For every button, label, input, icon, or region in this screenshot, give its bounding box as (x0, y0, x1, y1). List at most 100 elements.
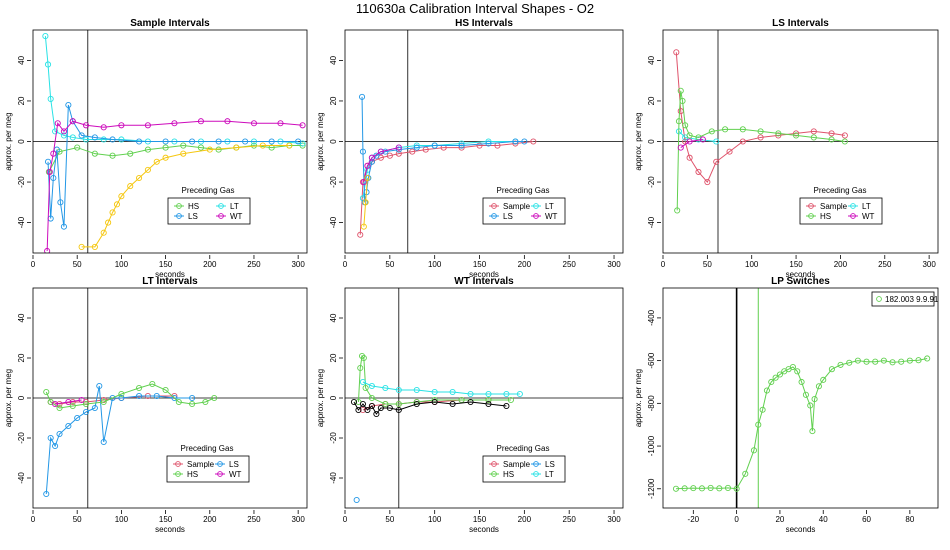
x-tick-label: 200 (834, 260, 848, 269)
data-point (368, 402, 375, 410)
data-point (742, 470, 749, 477)
data-point (189, 138, 196, 145)
legend-swatch-point (217, 471, 223, 477)
chart-panel-wt-intervals: WT Intervals 0 50 100 150 200 250 300 -40 -20 0 20 4… (316, 276, 624, 534)
y-tick-label: 0 (17, 139, 26, 144)
data-point (763, 387, 770, 394)
data-point (136, 174, 143, 182)
legend-title: Preceding Gas (497, 186, 550, 195)
x-tick-label: 0 (31, 515, 36, 524)
data-point (675, 118, 683, 125)
data-point (530, 138, 537, 145)
x-tick-label: 50 (73, 515, 82, 524)
data-point (136, 384, 143, 392)
y-tick-label: 20 (17, 96, 26, 105)
data-point (74, 144, 81, 151)
legend: Preceding Gas HS LT LS WT (167, 186, 251, 225)
legend-box (799, 197, 883, 225)
data-point (467, 398, 474, 406)
data-point (268, 138, 275, 145)
data-point (386, 404, 393, 412)
data-point (65, 422, 72, 430)
data-point (56, 430, 63, 438)
data-point (56, 404, 63, 412)
data-point (360, 354, 367, 362)
y-tick-label: 40 (647, 55, 656, 64)
legend-label-ls: LS (545, 460, 555, 469)
plot-frame (344, 287, 624, 509)
legend-label-hs: HS (187, 470, 198, 479)
series-line (363, 177, 368, 227)
data-point (449, 388, 456, 396)
y-axis-label: approx. per meg (634, 112, 643, 170)
data-point (100, 398, 107, 406)
data-point (698, 485, 706, 492)
x-tick-label: 50 (385, 260, 394, 269)
y-tick-label: -20 (329, 176, 338, 188)
data-point (118, 390, 125, 398)
data-point (677, 144, 684, 151)
data-point (233, 144, 240, 151)
x-tick-label: 250 (878, 260, 892, 269)
x-tick-label: 20 (775, 515, 784, 524)
data-point (503, 402, 510, 410)
panel-title: Sample Intervals (130, 18, 210, 29)
legend: 182.003 9.9.91 (871, 291, 939, 307)
data-point (716, 485, 723, 492)
x-axis-label: seconds (155, 525, 185, 534)
data-point (467, 390, 474, 398)
data-point (118, 122, 125, 129)
legend-label-sample: Sample (187, 460, 215, 469)
legend: Preceding Gas Sample LS HS WT (166, 444, 250, 483)
legend-box (482, 455, 566, 483)
x-tick-label: 200 (518, 515, 532, 524)
data-point (268, 144, 275, 151)
data-point (197, 118, 204, 125)
data-point (674, 207, 681, 214)
data-point (52, 400, 59, 408)
data-point (906, 357, 913, 364)
data-point (189, 400, 196, 408)
series-ls (353, 496, 360, 504)
data-point (100, 124, 107, 131)
data-point (357, 364, 364, 372)
data-point (807, 402, 814, 409)
data-point (368, 394, 375, 402)
data-point (733, 485, 740, 492)
x-axis-label: seconds (155, 270, 185, 279)
x-tick-label: 100 (428, 515, 442, 524)
data-point (681, 485, 688, 492)
data-point (382, 384, 389, 392)
data-point (837, 361, 844, 368)
y-tick-label: 0 (329, 395, 338, 400)
legend-swatch-point (876, 296, 882, 302)
data-point (259, 142, 266, 149)
data-point (350, 398, 358, 406)
y-tick-label: 20 (329, 353, 338, 362)
data-point (65, 101, 72, 109)
data-point (695, 168, 702, 175)
y-axis-label: approx. per meg (316, 369, 325, 427)
data-point (162, 154, 169, 161)
data-point (377, 148, 384, 155)
panel-title: LS Intervals (772, 18, 829, 29)
x-tick-label: 100 (745, 260, 759, 269)
x-tick-label: 100 (115, 515, 129, 524)
data-point (755, 421, 762, 428)
data-point (91, 404, 98, 412)
data-point (841, 132, 848, 139)
legend-label-hs: HS (188, 202, 199, 211)
data-point (52, 128, 59, 135)
data-point (382, 400, 389, 408)
legend-swatch-point (533, 461, 539, 467)
data-point (60, 223, 67, 230)
data-point (162, 386, 169, 394)
data-point (485, 390, 492, 398)
panel-title: HS Intervals (455, 18, 513, 29)
data-point (360, 178, 367, 186)
legend-swatch-point (491, 213, 497, 219)
legend-label-hs: HS (820, 212, 831, 221)
data-point (299, 142, 306, 149)
legend-label-wt: WT (862, 212, 875, 221)
series-line (362, 381, 520, 395)
